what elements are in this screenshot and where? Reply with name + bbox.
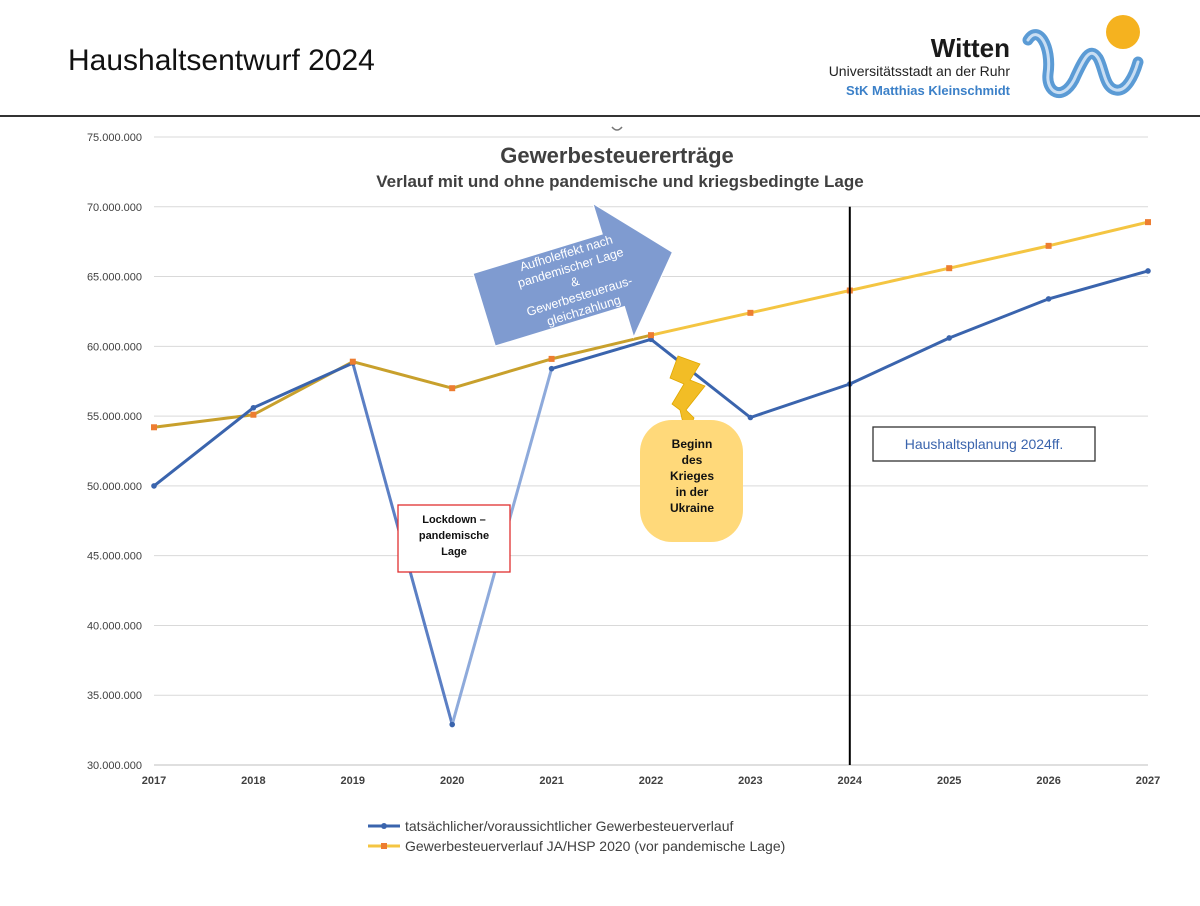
logo-author: StK Matthias Kleinschmidt — [846, 83, 1010, 98]
x-tick-label: 2024 — [838, 775, 863, 787]
x-tick-label: 2023 — [738, 775, 762, 787]
actual-point — [250, 404, 257, 411]
war-text: Krieges — [670, 469, 714, 483]
legend-marker — [381, 823, 387, 829]
war-text: Ukraine — [670, 501, 714, 515]
y-tick-label: 40.000.000 — [87, 620, 142, 632]
plan-point — [151, 424, 157, 431]
plan-point — [250, 411, 257, 418]
y-tick-label: 45.000.000 — [87, 551, 142, 563]
y-axis-ticks: 30.000.000 35.000.000 40.000.000 45.000.000… — [87, 132, 142, 772]
series-plan-segment — [351, 360, 454, 390]
y-tick-label: 65.000.000 — [87, 272, 142, 284]
actual-point — [747, 414, 754, 421]
planning-box — [872, 426, 1096, 462]
plan-point — [648, 332, 654, 339]
series-plan-segment — [152, 413, 255, 429]
war-text: in der — [676, 485, 709, 499]
grid-lines — [154, 136, 1148, 766]
actual-point — [548, 365, 555, 372]
legend-marker — [381, 843, 387, 849]
plan-point — [1045, 242, 1052, 249]
series-actual-segment — [152, 406, 255, 488]
header-divider — [0, 115, 1200, 117]
x-tick-label: 2018 — [241, 775, 265, 787]
logo-subtitle: Universitätsstadt an der Ruhr — [828, 63, 1010, 79]
series-actual-segment — [947, 297, 1051, 340]
x-tick-label: 2020 — [440, 775, 464, 787]
plan-point — [946, 265, 953, 272]
series-plan-segment — [947, 244, 1051, 270]
x-tick-label: 2027 — [1136, 775, 1160, 787]
actual-point — [449, 721, 456, 728]
arrow-shape — [472, 202, 674, 347]
y-tick-label: 50.000.000 — [87, 481, 142, 493]
y-tick-label: 60.000.000 — [87, 341, 142, 353]
plan-point — [449, 385, 456, 392]
series-actual-segment — [1047, 269, 1150, 301]
lockdown-text: pandemische — [419, 530, 489, 542]
series-actual-segment — [649, 337, 752, 420]
series-actual-segment — [251, 361, 355, 410]
x-tick-label: 2025 — [937, 775, 961, 787]
plan-point — [548, 355, 555, 362]
x-tick-label: 2017 — [142, 775, 166, 787]
actual-point — [1045, 296, 1052, 302]
lockdown-text: Lage — [441, 546, 467, 558]
plan-point — [349, 358, 356, 365]
series-plan-segment — [748, 289, 852, 315]
war-callout — [640, 420, 743, 542]
caret-icon — [611, 126, 623, 131]
chart-subtitle: Verlauf mit und ohne pandemische und kri… — [376, 172, 863, 191]
series-plan-segment — [550, 333, 653, 361]
x-tick-label: 2026 — [1036, 775, 1060, 787]
x-tick-label: 2022 — [639, 775, 663, 787]
war-text: Beginn — [672, 437, 713, 451]
chart-title: Gewerbesteuererträge — [500, 143, 734, 168]
logo-city: Witten — [930, 33, 1010, 63]
series-plan-segment — [848, 266, 951, 293]
legend-label: Gewerbesteuerverlauf JA/HSP 2020 (vor pa… — [405, 838, 785, 854]
x-tick-label: 2019 — [341, 775, 365, 787]
y-tick-label: 75.000.000 — [87, 132, 142, 144]
x-axis-ticks: 2017 2018 2019 2020 2021 2022 2023 2024 2025 2026… — [142, 775, 1160, 787]
y-tick-label: 35.000.000 — [87, 690, 142, 702]
series-plan-segment — [450, 357, 554, 390]
plan-point — [747, 309, 754, 316]
legend-label: tatsächlicher/voraussichtlicher Gewerbes… — [405, 818, 733, 834]
war-text: des — [682, 453, 703, 467]
planning-text: Haushaltsplanung 2024ff. — [905, 436, 1064, 452]
series-plan-segment — [649, 311, 752, 337]
y-tick-label: 30.000.000 — [87, 760, 142, 772]
series-actual-segment — [550, 337, 653, 371]
x-tick-label: 2021 — [539, 775, 563, 787]
logo-text: Witten Universitätsstadt an der Ruhr StK… — [829, 34, 1010, 102]
actual-point — [1145, 268, 1151, 274]
actual-point — [946, 335, 952, 341]
plan-point — [1145, 219, 1151, 226]
y-tick-label: 70.000.000 — [87, 202, 142, 214]
series-actual-segment — [848, 336, 951, 386]
lockdown-text: Lockdown – — [422, 514, 486, 526]
legend: tatsächlicher/voraussichtlicher Gewerbes… — [368, 818, 785, 854]
series-group — [151, 219, 1151, 728]
witten-logo-icon — [1022, 15, 1144, 98]
series-plan-segment — [1047, 220, 1150, 248]
actual-point — [151, 483, 157, 489]
lockdown-box — [397, 504, 511, 573]
y-tick-label: 55.000.000 — [87, 411, 142, 423]
page-title: Haushaltsentwurf 2024 — [68, 44, 375, 77]
series-actual-segment — [748, 382, 852, 420]
